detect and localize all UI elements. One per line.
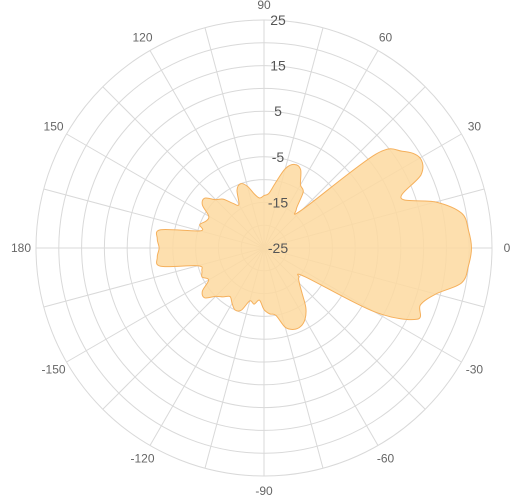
label-layer: 0 30 60 90 120 150 180 -150 -120 -90 -60 -30 -25 -15 -… <box>11 0 511 498</box>
radial-tick-label: 25 <box>270 12 286 28</box>
radial-tick-label: -25 <box>268 240 288 256</box>
radial-tick-label: -15 <box>268 194 288 210</box>
angle-tick-label: -90 <box>255 484 273 498</box>
angle-tick-label: 90 <box>257 0 271 12</box>
angle-tick-label: -120 <box>130 451 154 465</box>
angle-tick-label: 150 <box>44 120 64 134</box>
angle-tick-label: 180 <box>11 241 31 255</box>
angle-tick-label: 120 <box>132 31 152 45</box>
angle-tick-label: -60 <box>377 451 395 465</box>
angle-tick-label: 30 <box>468 120 482 134</box>
radial-tick-label: 5 <box>274 103 282 119</box>
angle-tick-label: 60 <box>379 31 393 45</box>
angle-tick-label: -30 <box>466 363 484 377</box>
series-layer <box>155 148 472 330</box>
angle-tick-label: 0 <box>504 241 511 255</box>
angle-tick-label: -150 <box>42 363 66 377</box>
series-area-0 <box>155 148 472 330</box>
radial-tick-label: 15 <box>270 58 286 74</box>
radial-tick-label: -5 <box>272 149 285 165</box>
